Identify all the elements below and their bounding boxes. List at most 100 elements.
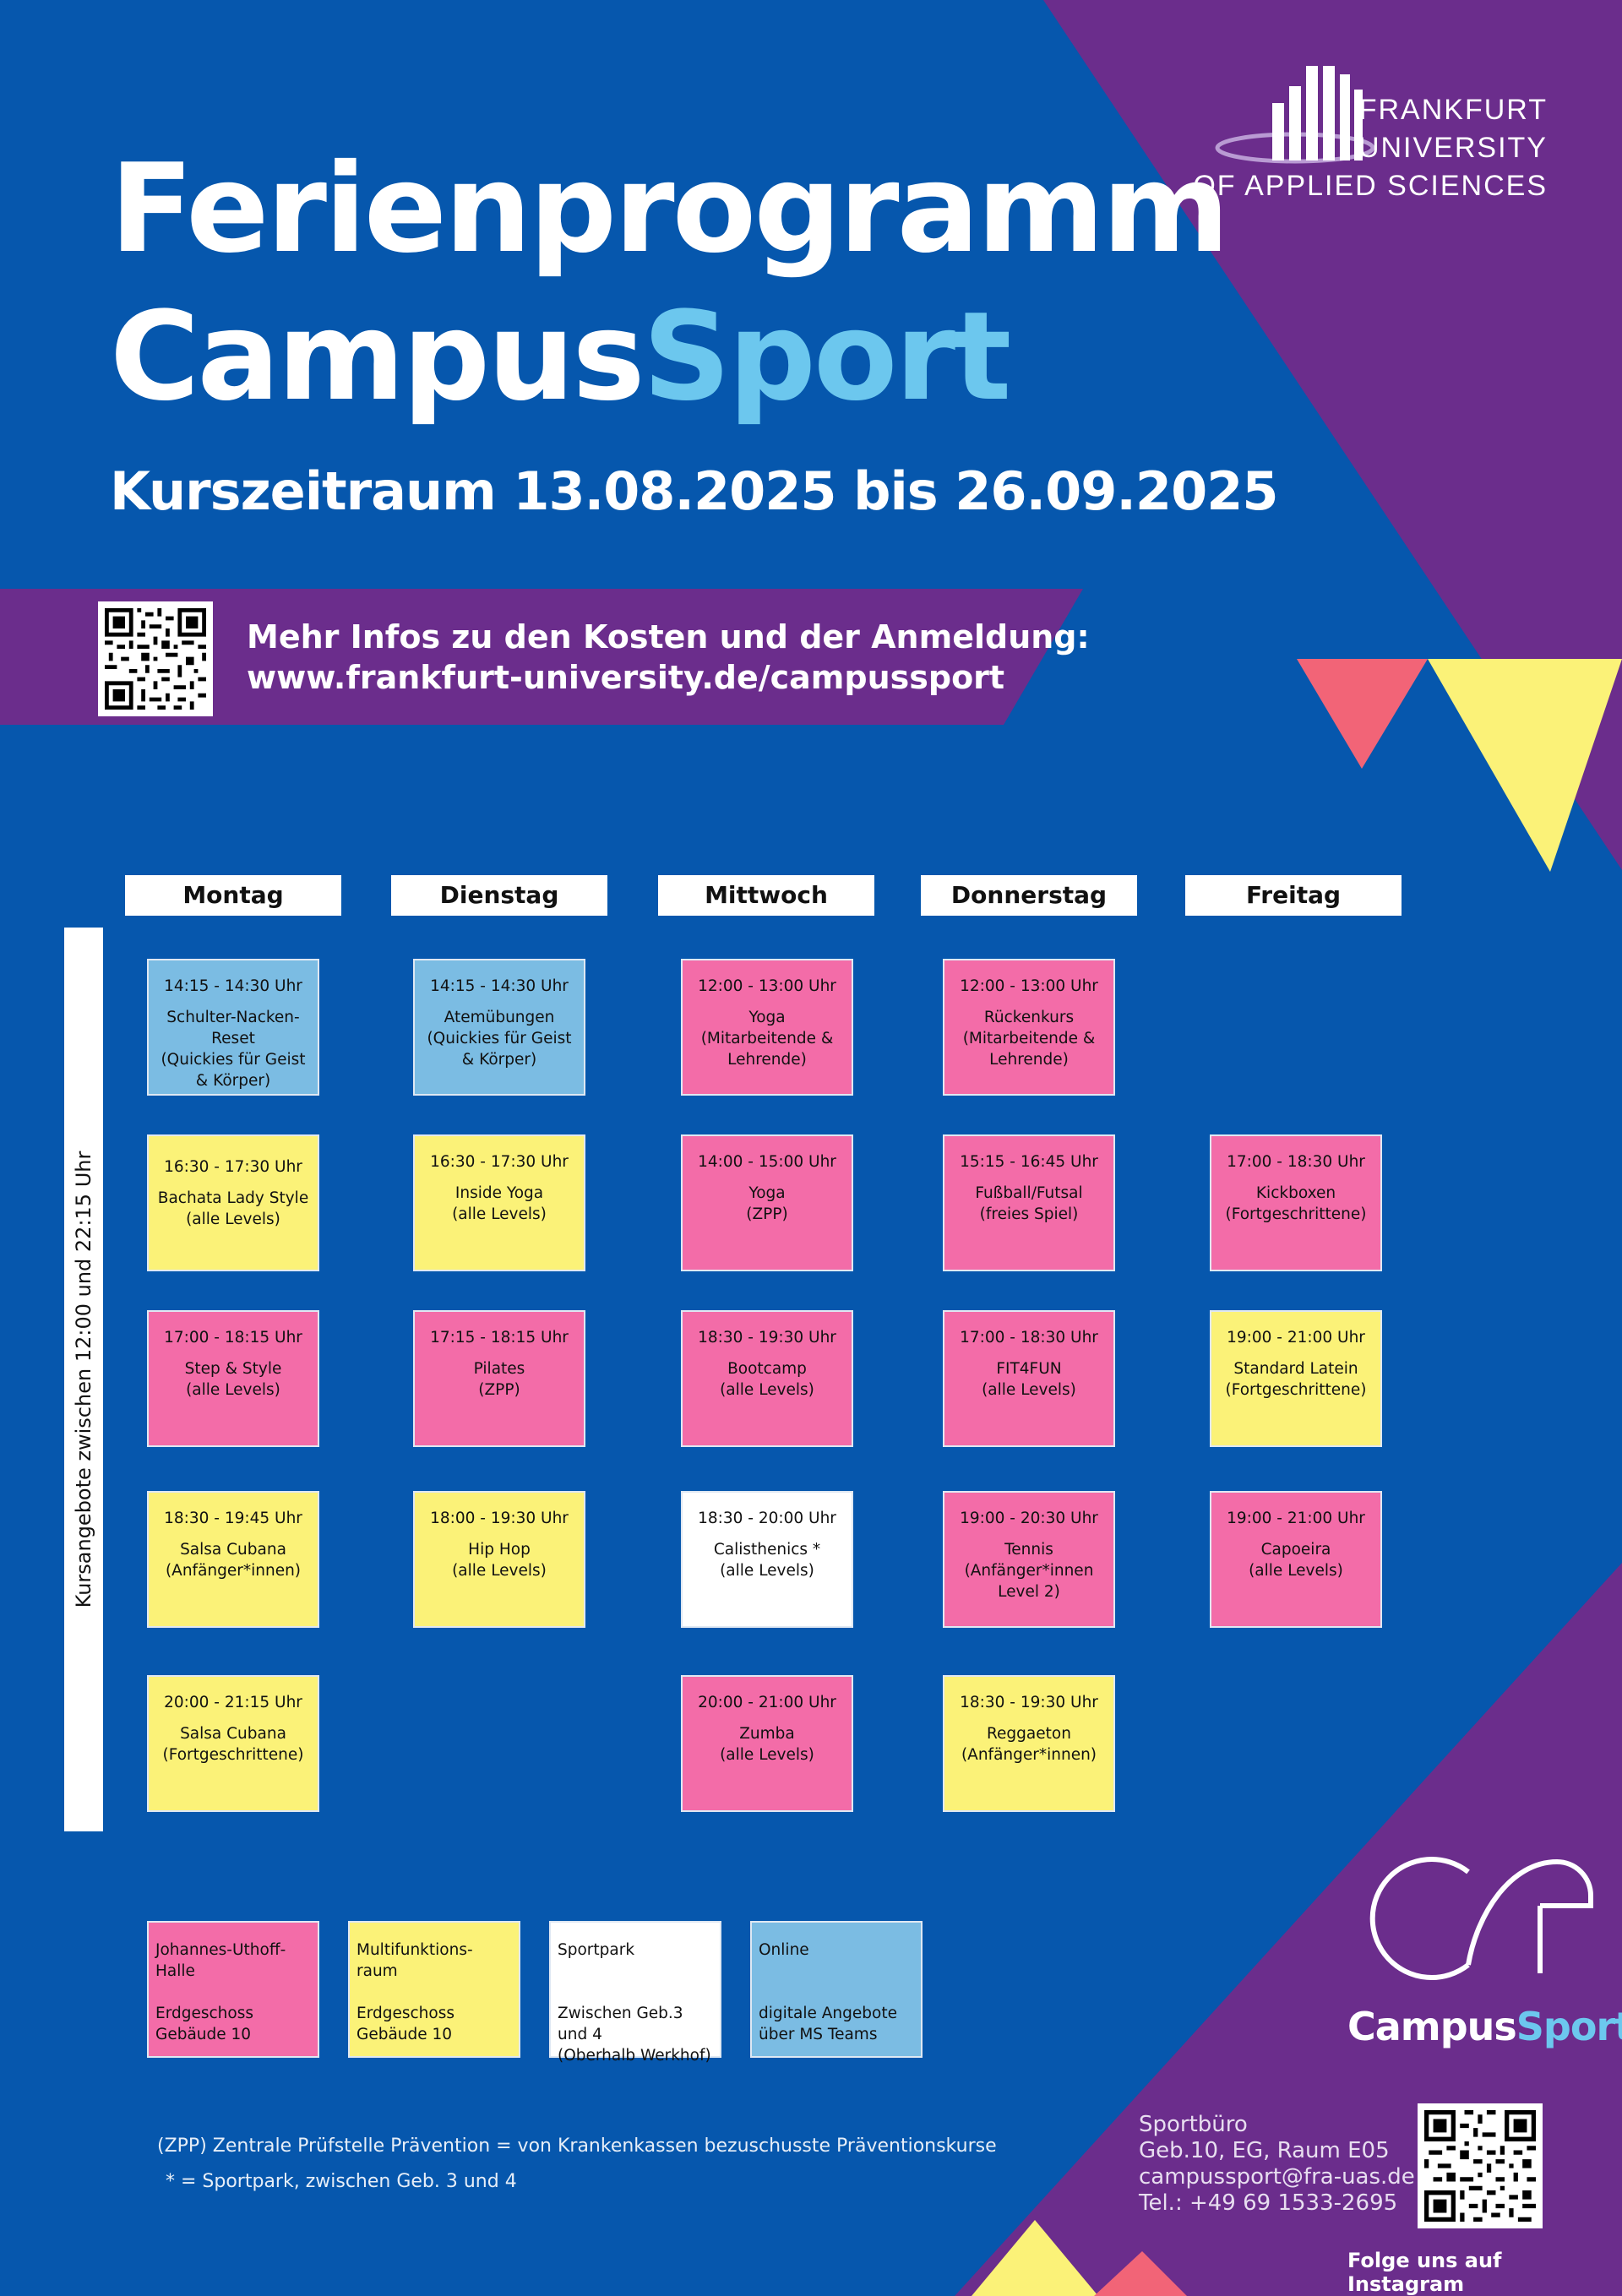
course-desc: Rückenkurs (Mitarbeitende & Lehrende) xyxy=(962,1009,1096,1069)
course-desc: Salsa Cubana (Fortgeschrittene) xyxy=(162,1725,304,1764)
course-card[interactable]: 18:30 - 19:30 Uhr Bootcamp (alle Levels) xyxy=(681,1310,853,1447)
course-desc: Bootcamp (alle Levels) xyxy=(720,1360,814,1399)
course-desc: Yoga (Mitarbeitende & Lehrende) xyxy=(700,1009,834,1069)
course-card[interactable]: 17:15 - 18:15 Uhr Pilates (ZPP) xyxy=(413,1310,585,1447)
course-time: 18:00 - 19:30 Uhr xyxy=(430,1510,569,1527)
contact-office: Sportbüro xyxy=(1139,2112,1248,2137)
legend-text: Multifunktions- raum Erdgeschoss Gebäude… xyxy=(357,1941,473,2043)
day-header-tuesday: Dienstag xyxy=(391,875,607,916)
legend-online: Online digitale Angebote über MS Teams xyxy=(750,1921,923,2058)
info-qr-code[interactable] xyxy=(98,601,213,716)
day-header-thursday: Donnerstag xyxy=(921,875,1137,916)
course-desc: Hip Hop (alle Levels) xyxy=(452,1541,547,1580)
legend-multifunktionsraum: Multifunktions- raum Erdgeschoss Gebäude… xyxy=(348,1921,520,2058)
course-time: 12:00 - 13:00 Uhr xyxy=(698,977,836,995)
course-time: 15:15 - 16:45 Uhr xyxy=(960,1153,1098,1171)
title-sport: Sport xyxy=(642,286,1012,428)
course-desc: Bachata Lady Style (alle Levels) xyxy=(157,1189,309,1228)
course-desc: Reggaeton (Anfänger*innen) xyxy=(961,1725,1097,1764)
course-time: 17:00 - 18:30 Uhr xyxy=(1227,1153,1365,1171)
course-desc: Yoga (ZPP) xyxy=(746,1184,788,1223)
course-desc: Capoeira (alle Levels) xyxy=(1249,1541,1343,1580)
course-card[interactable]: 18:30 - 19:30 Uhr Reggaeton (Anfänger*inn… xyxy=(943,1675,1115,1812)
bottom-yellow-triangle xyxy=(972,2220,1098,2296)
qr-code-icon xyxy=(105,608,206,710)
course-time: 18:30 - 20:00 Uhr xyxy=(698,1510,836,1527)
course-card[interactable]: 12:00 - 13:00 Uhr Rückenkurs (Mitarbeiten… xyxy=(943,959,1115,1096)
course-card[interactable]: 18:30 - 19:45 Uhr Salsa Cubana (Anfänger*… xyxy=(147,1491,319,1628)
university-logo-icon xyxy=(1215,66,1375,164)
course-card[interactable]: 18:00 - 19:30 Uhr Hip Hop (alle Levels) xyxy=(413,1491,585,1628)
course-desc: Step & Style (alle Levels) xyxy=(184,1360,282,1399)
course-desc: Standard Latein (Fortgeschrittene) xyxy=(1225,1360,1367,1399)
info-url-link[interactable]: www.frankfurt-university.de/campussport xyxy=(247,659,1005,696)
course-desc: Tennis (Anfänger*innen Level 2) xyxy=(964,1541,1094,1601)
course-card[interactable]: 15:15 - 16:45 Uhr Fußball/Futsal (freies … xyxy=(943,1134,1115,1271)
time-range-label: Kursangebote zwischen 12:00 und 22:15 Uh… xyxy=(72,1151,95,1608)
course-desc: Kickboxen (Fortgeschrittene) xyxy=(1225,1184,1367,1223)
course-card[interactable]: 17:00 - 18:15 Uhr Step & Style (alle Leve… xyxy=(147,1310,319,1447)
bottom-coral-triangle xyxy=(1094,2251,1187,2296)
course-card[interactable]: 19:00 - 21:00 Uhr Capoeira (alle Levels) xyxy=(1210,1491,1382,1628)
course-period: Kurszeitraum 13.08.2025 bis 26.09.2025 xyxy=(110,460,1278,522)
course-desc: Zumba (alle Levels) xyxy=(720,1725,814,1764)
course-card[interactable]: 20:00 - 21:00 Uhr Zumba (alle Levels) xyxy=(681,1675,853,1812)
footnote-sportpark: * = Sportpark, zwischen Geb. 3 und 4 xyxy=(166,2171,517,2192)
course-card[interactable]: 19:00 - 20:30 Uhr Tennis (Anfänger*innen … xyxy=(943,1491,1115,1628)
course-desc: Inside Yoga (alle Levels) xyxy=(452,1184,547,1223)
brand-sport: Sport xyxy=(1516,2004,1622,2049)
course-time: 17:15 - 18:15 Uhr xyxy=(430,1329,569,1347)
course-time: 17:00 - 18:15 Uhr xyxy=(164,1329,302,1347)
info-banner xyxy=(0,589,1083,725)
course-time: 19:00 - 21:00 Uhr xyxy=(1227,1510,1365,1527)
course-time: 17:00 - 18:30 Uhr xyxy=(960,1329,1098,1347)
info-line1: Mehr Infos zu den Kosten und der Anmeldu… xyxy=(247,618,1090,656)
university-logo-text: FRANKFURT UNIVERSITY OF APPLIED SCIENCES xyxy=(1193,91,1548,205)
course-time: 16:30 - 17:30 Uhr xyxy=(430,1153,569,1171)
legend-text: Sportpark Zwischen Geb.3 und 4 (Oberhalb… xyxy=(558,1941,711,2065)
legend-johannes-uthoff-halle: Johannes-Uthoff- Halle Erdgeschoss Gebäu… xyxy=(147,1921,319,2058)
yellow-triangle xyxy=(1428,659,1622,872)
instagram-qr-code[interactable] xyxy=(1418,2103,1543,2228)
course-time: 14:15 - 14:30 Uhr xyxy=(164,977,302,995)
time-range-bar: Kursangebote zwischen 12:00 und 22:15 Uh… xyxy=(64,928,103,1831)
course-card[interactable]: 18:30 - 20:00 Uhr Calisthenics * (alle Le… xyxy=(681,1491,853,1628)
course-desc: Pilates (ZPP) xyxy=(473,1360,525,1399)
course-time: 18:30 - 19:30 Uhr xyxy=(698,1329,836,1347)
day-header-friday: Freitag xyxy=(1185,875,1402,916)
course-time: 12:00 - 13:00 Uhr xyxy=(960,977,1098,995)
campussport-brand: CampusSport xyxy=(1347,2004,1622,2049)
title-campus: Campus xyxy=(110,286,645,428)
course-time: 14:15 - 14:30 Uhr xyxy=(430,977,569,995)
course-time: 16:30 - 17:30 Uhr xyxy=(164,1158,302,1176)
course-card[interactable]: 17:00 - 18:30 Uhr FIT4FUN (alle Levels) xyxy=(943,1310,1115,1447)
course-card[interactable]: 12:00 - 13:00 Uhr Yoga (Mitarbeitende & L… xyxy=(681,959,853,1096)
footnote-zpp: (ZPP) Zentrale Prüfstelle Prävention = v… xyxy=(157,2135,997,2157)
contact-block: Sportbüro Geb.10, EG, Raum E05 campusspo… xyxy=(1139,2112,1415,2217)
course-card[interactable]: 17:00 - 18:30 Uhr Kickboxen (Fortgeschrit… xyxy=(1210,1134,1382,1271)
course-desc: FIT4FUN (alle Levels) xyxy=(982,1360,1076,1399)
logo-line3: OF APPLIED SCIENCES xyxy=(1193,170,1548,202)
course-card[interactable]: 16:30 - 17:30 Uhr Bachata Lady Style (all… xyxy=(147,1134,319,1271)
top-right-purple-triangle xyxy=(1043,0,1622,870)
course-time: 19:00 - 21:00 Uhr xyxy=(1227,1329,1365,1347)
legend-text: Johannes-Uthoff- Halle Erdgeschoss Gebäu… xyxy=(155,1941,286,2043)
course-card[interactable]: 16:30 - 17:30 Uhr Inside Yoga (alle Level… xyxy=(413,1134,585,1271)
course-time: 18:30 - 19:30 Uhr xyxy=(960,1694,1098,1711)
course-desc: Salsa Cubana (Anfänger*innen) xyxy=(165,1541,302,1580)
contact-email-link[interactable]: campussport@fra-uas.de xyxy=(1139,2164,1415,2190)
course-card[interactable]: 19:00 - 21:00 Uhr Standard Latein (Fortge… xyxy=(1210,1310,1382,1447)
course-card[interactable]: 14:15 - 14:30 Uhr Schulter-Nacken- Reset … xyxy=(147,959,319,1096)
course-time: 19:00 - 20:30 Uhr xyxy=(960,1510,1098,1527)
course-card[interactable]: 14:15 - 14:30 Uhr Atemübungen (Quickies f… xyxy=(413,959,585,1096)
qr-code-icon xyxy=(1424,2110,1536,2222)
course-time: 20:00 - 21:00 Uhr xyxy=(698,1694,836,1711)
logo-line1: FRANKFURT xyxy=(1358,94,1548,126)
course-time: 18:30 - 19:45 Uhr xyxy=(164,1510,302,1527)
contact-room: Geb.10, EG, Raum E05 xyxy=(1139,2138,1390,2163)
course-card[interactable]: 14:00 - 15:00 Uhr Yoga (ZPP) xyxy=(681,1134,853,1271)
course-card[interactable]: 20:00 - 21:15 Uhr Salsa Cubana (Fortgesch… xyxy=(147,1675,319,1812)
legend-text: Online digitale Angebote über MS Teams xyxy=(759,1941,897,2043)
course-desc: Fußball/Futsal (freies Spiel) xyxy=(975,1184,1083,1223)
info-text: Mehr Infos zu den Kosten und der Anmeldu… xyxy=(247,617,1090,698)
